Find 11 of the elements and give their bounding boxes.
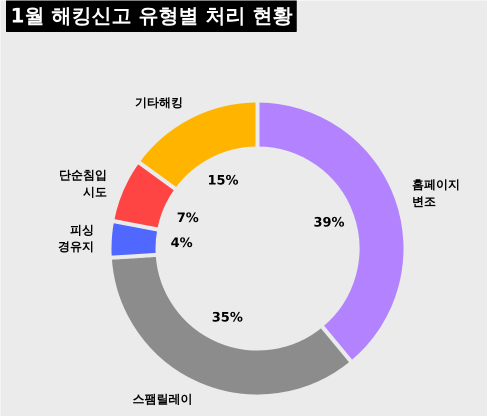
- slice-label: 기타해킹: [135, 95, 184, 110]
- data-label: 7%: [176, 210, 199, 226]
- data-label: 15%: [207, 173, 239, 188]
- slice-label: 단순침입 시도: [58, 168, 107, 199]
- slice-label: 홈페이지 변조: [412, 178, 460, 208]
- data-label: 39%: [313, 215, 345, 230]
- chart-title: 1월 해킹신고 유형별 처리 현황: [10, 4, 292, 28]
- data-label: 4%: [170, 236, 193, 252]
- slice-label: 피싱 경유지: [58, 222, 94, 254]
- slice-label: 스팸릴레이: [132, 392, 192, 406]
- data-label: 35%: [212, 310, 243, 326]
